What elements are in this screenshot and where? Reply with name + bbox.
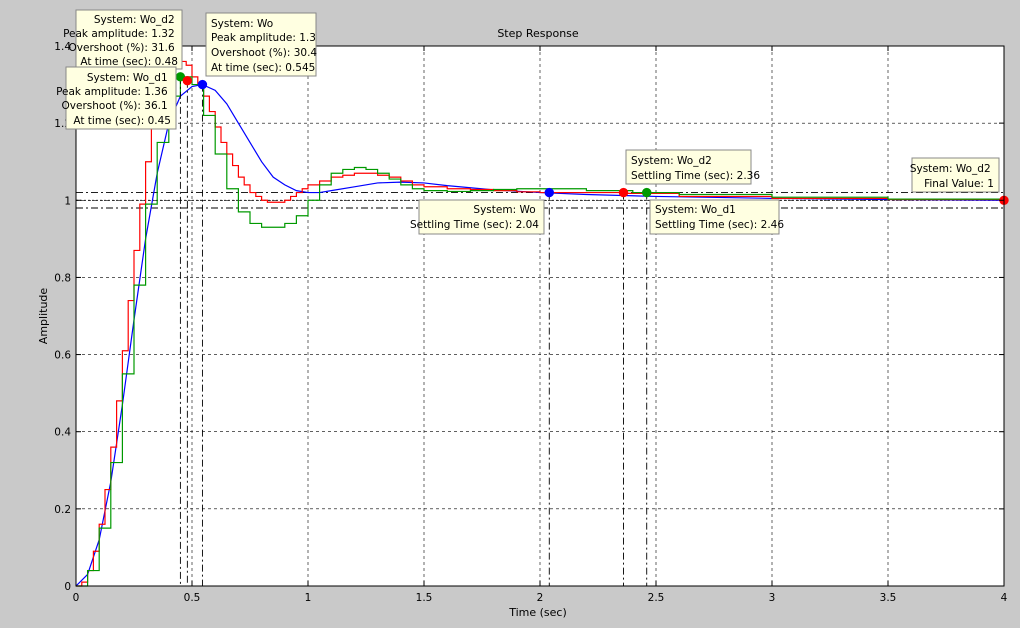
series-line-wo-d2 <box>76 76 1005 587</box>
y-axis-label: Amplitude <box>37 288 50 345</box>
x-tick-label: 1 <box>305 592 312 604</box>
datatip-line: Overshoot (%): 31.6 <box>69 42 175 54</box>
marker-settling-wo-d1[interactable] <box>618 187 629 198</box>
datatip-settling-wo-d2[interactable]: System: Wo_d2 Settling Time (sec): 2.36 <box>625 149 760 185</box>
datatip-line: Overshoot (%): 36.1 <box>62 100 168 112</box>
datatip-line: System: Wo <box>473 204 535 216</box>
datatip-line: At time (sec): 0.545 <box>211 62 315 74</box>
x-tick-label: 2.5 <box>648 592 665 604</box>
datatip-settling-wo[interactable]: System: Wo Settling Time (sec): 2.04 <box>410 199 545 235</box>
y-tick-label: 0 <box>64 581 71 593</box>
marker-peak-wo[interactable] <box>197 79 208 90</box>
datatip-line: At time (sec): 0.45 <box>73 115 171 127</box>
marker-peak-wo-d1[interactable] <box>182 76 193 86</box>
marker-settling-wo[interactable] <box>544 187 554 198</box>
y-tick-label: 1.4 <box>54 41 71 53</box>
x-tick-label: 0.5 <box>184 592 201 604</box>
svg-text:System: Wo_d2 Peak ampli: System: Wo_d2 Peak amplitude: 1.32 Overs… <box>63 14 178 68</box>
svg-text:System: Wo_d1 Settling T: System: Wo_d1 Settling Time (sec): 2.46 <box>655 204 784 231</box>
y-axis-ticks: 0 0.2 0.4 0.6 0.8 1 1.2 1.4 <box>54 41 1004 593</box>
datatip-line: Settling Time (sec): 2.46 <box>655 219 784 231</box>
datatip-line: Final Value: 1 <box>924 178 994 190</box>
marker-guide-lines <box>179 76 648 586</box>
svg-text:System: Wo_d2 Settling T: System: Wo_d2 Settling Time (sec): 2.36 <box>631 155 760 182</box>
y-tick-label: 0.8 <box>54 272 71 284</box>
x-axis-ticks: 0 0.5 1 1.5 2 2.5 3 3.5 4 <box>73 46 1008 604</box>
x-tick-label: 4 <box>1001 592 1008 604</box>
datatip-peak-wo-d2[interactable]: System: Wo_d2 Peak amplitude: 1.32 Overs… <box>63 9 183 70</box>
datatip-peak-wo[interactable]: System: Wo Peak amplitude: 1.3 Overshoot… <box>205 12 320 77</box>
x-tick-label: 3.5 <box>880 592 897 604</box>
datatip-line: Peak amplitude: 1.36 <box>56 86 168 98</box>
y-tick-label: 0.6 <box>54 350 71 362</box>
x-tick-label: 0 <box>73 592 80 604</box>
y-tick-label: 1 <box>64 195 71 207</box>
datatip-line: System: Wo_d2 <box>94 14 175 26</box>
svg-text:System: Wo Peak amplitud: System: Wo Peak amplitude: 1.3 Overshoot… <box>211 18 320 74</box>
svg-text:System: Wo_d1 Peak ampli: System: Wo_d1 Peak amplitude: 1.36 Overs… <box>56 72 171 127</box>
x-axis-label: Time (sec) <box>508 606 567 619</box>
x-tick-label: 1.5 <box>416 592 433 604</box>
datatip-line: Settling Time (sec): 2.04 <box>410 219 539 231</box>
svg-text:System: Wo Settling Time: System: Wo Settling Time (sec): 2.04 <box>410 204 539 231</box>
x-tick-label: 3 <box>769 592 776 604</box>
datatip-line: System: Wo_d2 <box>910 163 991 175</box>
datatip-peak-wo-d1[interactable]: System: Wo_d1 Peak amplitude: 1.36 Overs… <box>56 66 177 130</box>
series-layer <box>75 60 1005 587</box>
datatip-line: System: Wo <box>211 18 273 30</box>
y-tick-label: 1.2 <box>54 118 71 130</box>
svg-text:System: Wo_d2 Final Valu: System: Wo_d2 Final Value: 1 <box>910 163 994 190</box>
series-line-wo-d1 <box>76 60 1005 587</box>
datatip-line: System: Wo_d2 <box>631 155 712 167</box>
y-tick-label: 0.4 <box>54 427 71 439</box>
datatip-line: Overshoot (%): 30.4 <box>211 47 317 59</box>
datatip-line: At time (sec): 0.48 <box>80 56 178 68</box>
datatip-line: System: Wo_d1 <box>655 204 736 216</box>
y-tick-label: 0.2 <box>54 504 71 516</box>
chart-title: Step Response <box>497 27 579 40</box>
datatip-line: Settling Time (sec): 2.36 <box>631 170 760 182</box>
datatip-settling-wo-d1[interactable]: System: Wo_d1 Settling Time (sec): 2.46 <box>649 199 784 235</box>
marker-settling-wo-d2[interactable] <box>642 187 652 198</box>
x-tick-label: 2 <box>537 592 544 604</box>
datatip-final-wo-d2[interactable]: System: Wo_d2 Final Value: 1 <box>910 157 1000 193</box>
datatip-line: Peak amplitude: 1.32 <box>63 28 175 40</box>
datatip-line: System: Wo_d1 <box>87 72 168 84</box>
datatip-line: Peak amplitude: 1.3 <box>211 32 316 44</box>
